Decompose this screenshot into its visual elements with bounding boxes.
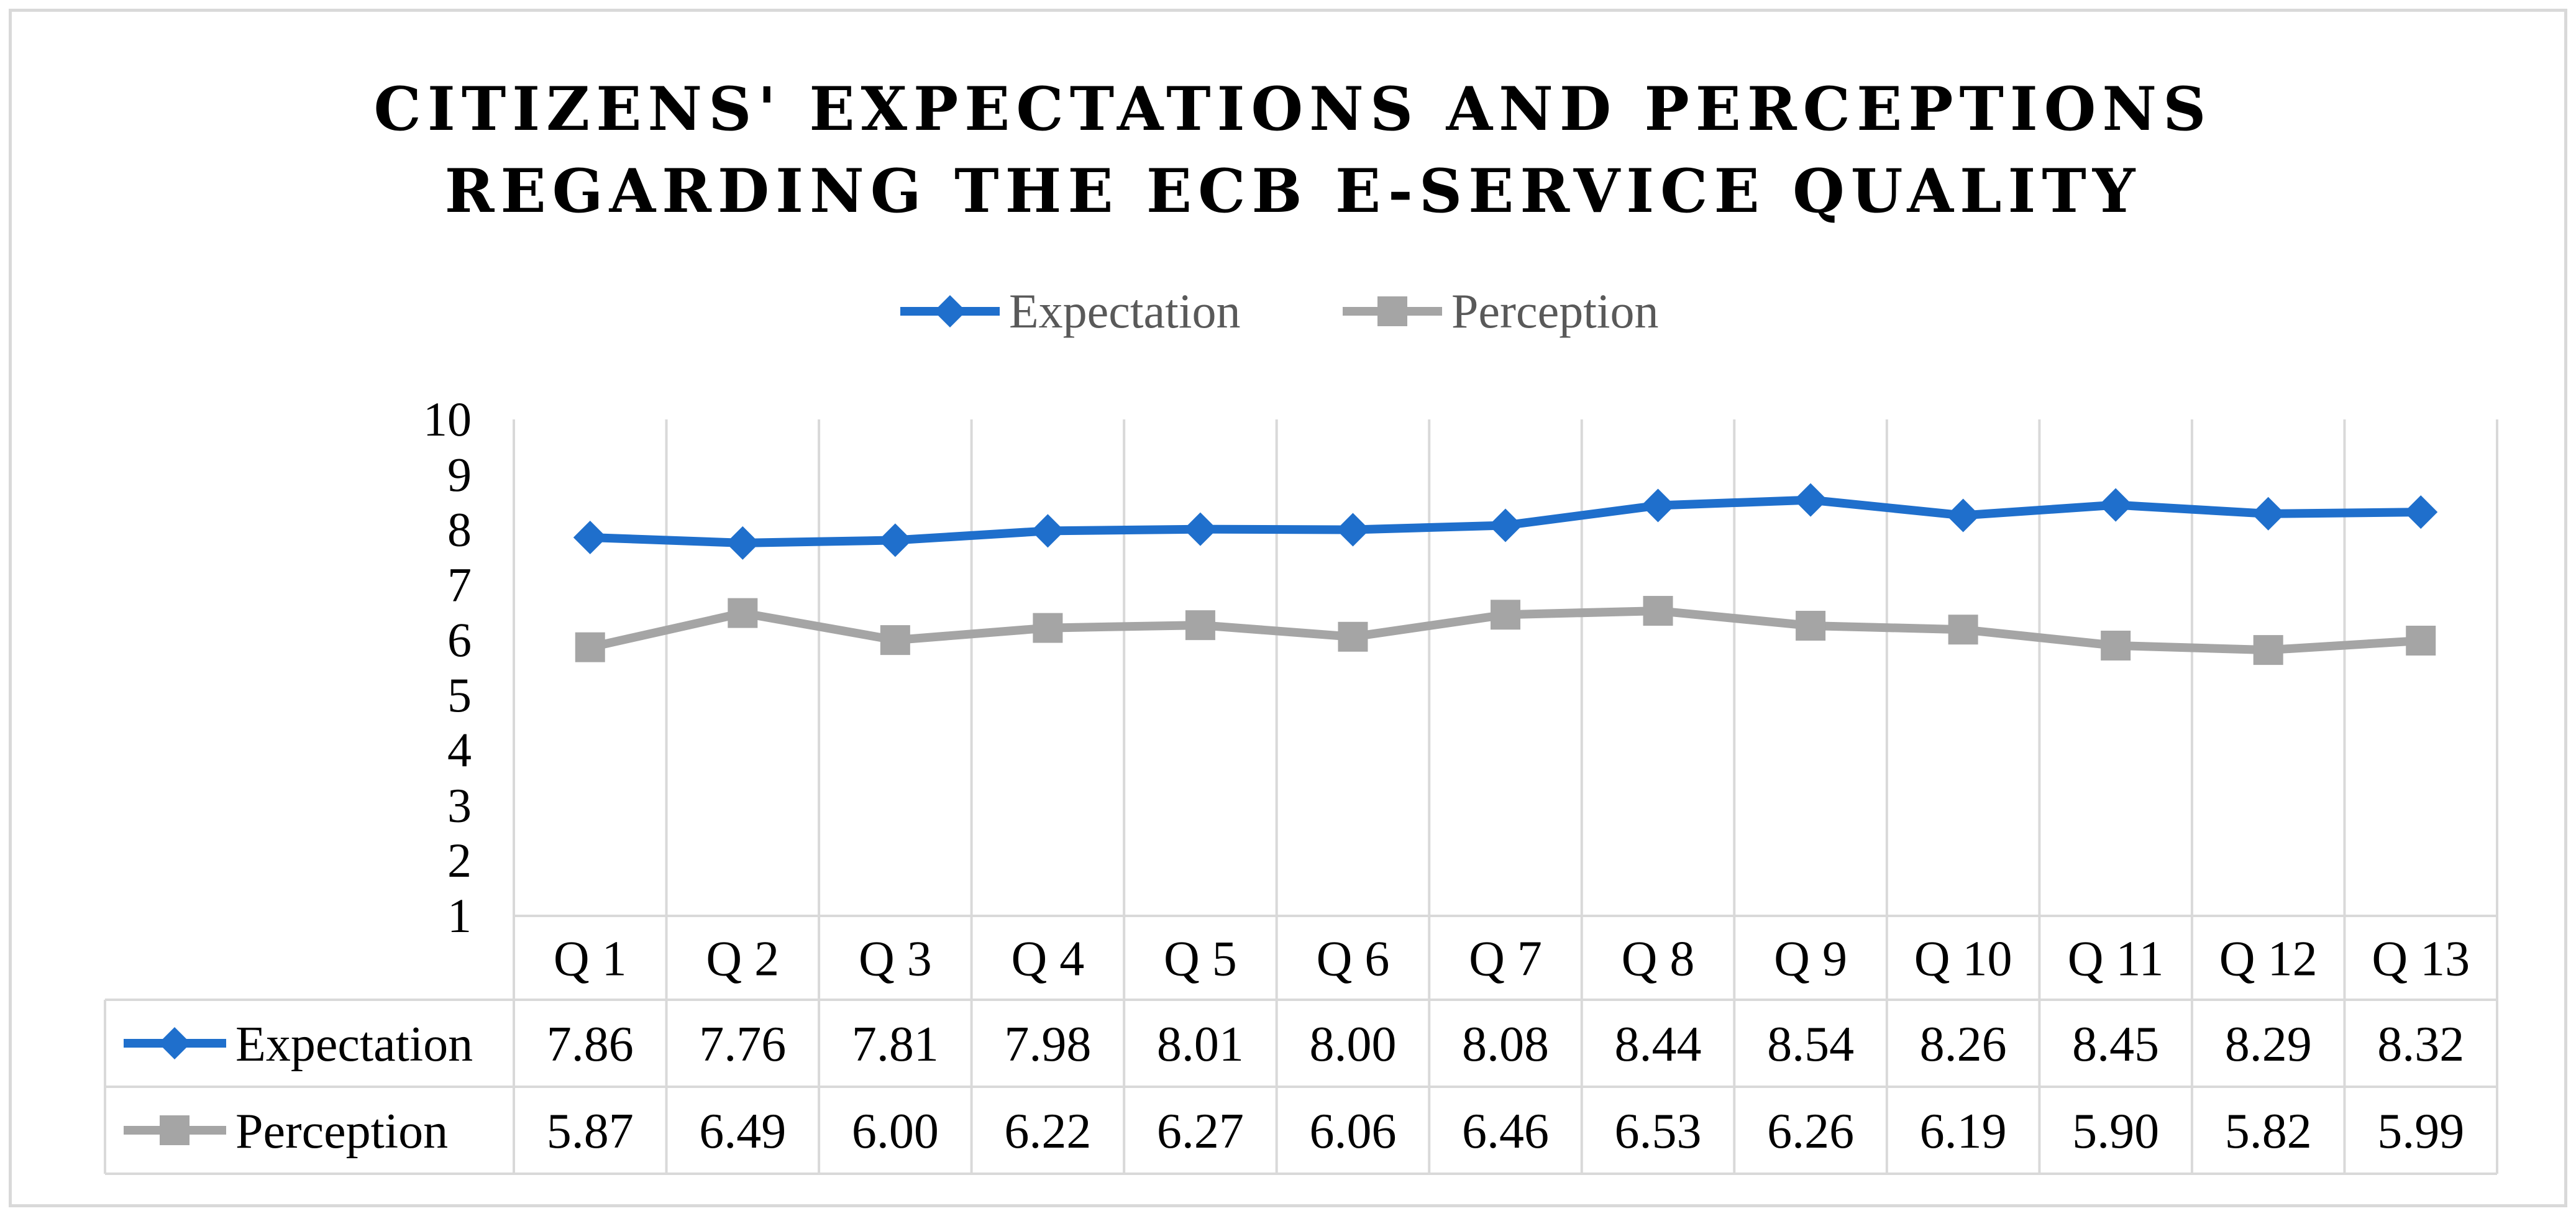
data-point-perception [2101, 630, 2131, 661]
y-tick-label: 10 [423, 392, 472, 446]
table-value-cell: 8.00 [1309, 1017, 1396, 1072]
data-point-perception [1948, 615, 1978, 645]
table-key-square [160, 1115, 190, 1145]
table-key-diamond [158, 1027, 191, 1059]
data-point-expectation [1794, 483, 1828, 517]
table-value-cell: 5.82 [2225, 1104, 2312, 1159]
table-value-cell: 8.45 [2072, 1017, 2159, 1072]
data-point-expectation [1641, 488, 1675, 523]
category-label: Q 1 [554, 932, 627, 987]
y-tick-label: 4 [447, 723, 472, 777]
table-value-cell: 7.81 [852, 1017, 939, 1072]
table-value-cell: 7.98 [1004, 1017, 1091, 1072]
legend-item-perception: Perception [1343, 284, 1659, 338]
data-point-expectation [1183, 512, 1217, 546]
legend-label-expectation: Expectation [1009, 284, 1241, 338]
category-label: Q 6 [1317, 932, 1390, 987]
table-value-cell: 6.06 [1309, 1104, 1396, 1159]
table-value-cell: 6.53 [1615, 1104, 1702, 1159]
data-point-expectation [2404, 495, 2438, 529]
category-label: Q 11 [2068, 932, 2164, 987]
legend-square-marker [1377, 296, 1407, 326]
chart-title-line-2: REGARDING THE ECB E-SERVICE QUALITY [445, 156, 2142, 226]
table-value-cell: 6.46 [1462, 1104, 1549, 1159]
category-label: Q 9 [1774, 932, 1847, 987]
y-tick-label: 9 [447, 447, 472, 501]
table-value-cell: 6.00 [852, 1104, 939, 1159]
data-table: Q 1 Q 2 Q 3 Q 4 Q 5 Q 6 Q 7 Q 8 Q 9 Q 10 Q 11 Q 12 Q… [124, 932, 2470, 1159]
table-value-cell: 8.44 [1615, 1017, 1702, 1072]
table-value-cell: 5.99 [2377, 1104, 2464, 1159]
category-label: Q 2 [706, 932, 779, 987]
table-value-cell: 8.01 [1157, 1017, 1244, 1072]
table-value-cell: 6.26 [1767, 1104, 1854, 1159]
data-point-perception [2253, 635, 2283, 665]
table-value-cell: 6.27 [1157, 1104, 1244, 1159]
table-value-cell: 6.49 [699, 1104, 786, 1159]
data-point-perception [1338, 621, 1368, 652]
table-value-cell: 6.22 [1004, 1104, 1091, 1159]
data-point-perception [728, 598, 758, 628]
data-point-perception [1643, 596, 1673, 626]
table-value-cell: 8.08 [1462, 1017, 1549, 1072]
table-value-cell: 7.86 [547, 1017, 634, 1072]
y-tick-label: 3 [447, 778, 472, 832]
category-label: Q 8 [1622, 932, 1695, 987]
data-point-expectation [1031, 514, 1065, 548]
data-point-perception [1185, 610, 1215, 641]
legend-item-expectation: Expectation [900, 284, 1241, 338]
chart-title-line-1: CITIZENS' EXPECTATIONS AND PERCEPTIONS [374, 74, 2213, 144]
table-value-cell: 8.29 [2225, 1017, 2312, 1072]
chart-canvas: CITIZENS' EXPECTATIONS AND PERCEPTIONS R… [104, 74, 2498, 1175]
y-tick-label: 7 [447, 557, 472, 611]
data-point-expectation [573, 520, 607, 554]
gridlines [104, 419, 2498, 1175]
table-row-label: Expectation [235, 1017, 473, 1072]
table-value-cell: 5.87 [547, 1104, 634, 1159]
y-tick-label: 6 [447, 613, 472, 667]
table-value-cell: 8.54 [1767, 1017, 1854, 1072]
table-value-cell: 7.76 [699, 1017, 786, 1072]
table-row-label: Perception [235, 1104, 448, 1159]
data-point-perception [1033, 613, 1063, 643]
data-point-perception [1796, 611, 1826, 641]
data-point-perception [1491, 600, 1520, 630]
chart-frame: CITIZENS' EXPECTATIONS AND PERCEPTIONS R… [9, 9, 2567, 1207]
data-point-perception [880, 625, 910, 656]
data-point-expectation [726, 526, 760, 560]
category-label: Q 3 [859, 932, 932, 987]
category-label: Q 12 [2219, 932, 2318, 987]
data-point-expectation [2251, 496, 2285, 531]
y-tick-label: 1 [447, 889, 472, 943]
category-label: Q 13 [2372, 932, 2470, 987]
y-tick-label: 8 [447, 503, 472, 557]
data-point-perception [2406, 625, 2436, 656]
data-point-expectation [1336, 513, 1370, 547]
data-point-expectation [878, 523, 912, 557]
category-label: Q 5 [1164, 932, 1237, 987]
legend-diamond-marker [934, 295, 966, 327]
data-point-perception [575, 632, 605, 662]
data-point-expectation [2099, 488, 2133, 522]
legend: Expectation Perception [900, 284, 1659, 338]
y-tick-label: 5 [447, 668, 472, 722]
table-value-cell: 8.32 [2377, 1017, 2464, 1072]
legend-label-perception: Perception [1451, 284, 1659, 338]
category-label: Q 10 [1914, 932, 2012, 987]
category-label: Q 7 [1469, 932, 1542, 987]
table-value-cell: 6.19 [1920, 1104, 2007, 1159]
plot-series [573, 483, 2438, 665]
data-point-expectation [1946, 498, 1980, 533]
category-label: Q 4 [1011, 932, 1084, 987]
data-point-expectation [1489, 508, 1522, 542]
y-tick-label: 2 [447, 833, 472, 887]
table-value-cell: 8.26 [1920, 1017, 2007, 1072]
table-value-cell: 5.90 [2072, 1104, 2159, 1159]
